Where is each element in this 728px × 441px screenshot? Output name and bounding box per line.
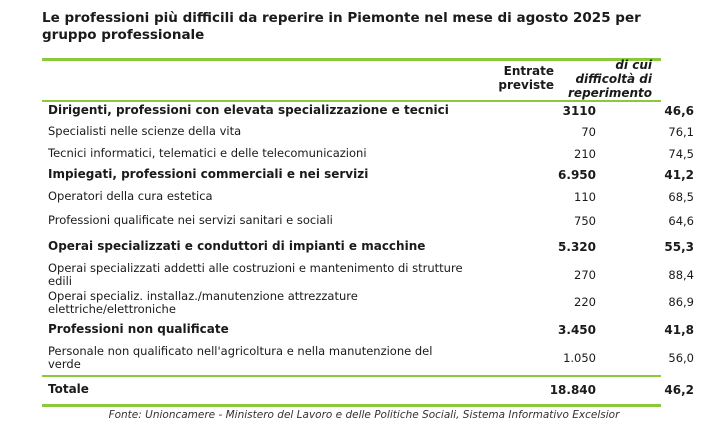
row-label: Personale non qualificato nell'agricoltu… bbox=[48, 344, 433, 371]
row-difficolta: 46,6 bbox=[664, 104, 694, 118]
table-row: Operai specializzati addetti alle costru… bbox=[42, 261, 694, 288]
row-difficolta: 55,3 bbox=[664, 240, 694, 254]
row-label: Professioni qualificate nei servizi sani… bbox=[48, 213, 333, 227]
row-label: Operai specializ. installaz./manutenzion… bbox=[48, 289, 358, 316]
total-entrate: 18.840 bbox=[549, 383, 596, 397]
total-rule bbox=[42, 375, 661, 377]
table-row: Impiegati, professioni commerciali e nei… bbox=[42, 167, 694, 183]
total-difficolta: 46,2 bbox=[664, 383, 694, 397]
row-entrate: 6.950 bbox=[558, 168, 596, 182]
row-difficolta: 41,2 bbox=[664, 168, 694, 182]
table-row: Dirigenti, professioni con elevata speci… bbox=[42, 103, 694, 119]
row-difficolta: 64,6 bbox=[668, 214, 694, 228]
row-label: Tecnici informatici, telematici e delle … bbox=[48, 146, 367, 160]
table-row: Professioni qualificate nei servizi sani… bbox=[42, 213, 694, 229]
row-entrate: 270 bbox=[574, 268, 596, 282]
row-label: Impiegati, professioni commerciali e nei… bbox=[48, 167, 369, 181]
source-note: Fonte: Unioncamere - Ministero del Lavor… bbox=[108, 409, 620, 421]
row-entrate: 210 bbox=[574, 147, 596, 161]
row-label: Operatori della cura estetica bbox=[48, 189, 213, 203]
row-entrate: 5.320 bbox=[558, 240, 596, 254]
row-difficolta: 41,8 bbox=[664, 323, 694, 337]
row-entrate: 3.450 bbox=[558, 323, 596, 337]
row-difficolta: 68,5 bbox=[668, 190, 694, 204]
row-entrate: 70 bbox=[581, 125, 596, 139]
table-row: Specialisti nelle scienze della vita 70 … bbox=[42, 124, 694, 140]
row-difficolta: 88,4 bbox=[668, 268, 694, 282]
table-row: Operai specializzati e conduttori di imp… bbox=[42, 239, 694, 255]
row-label: Professioni non qualificate bbox=[48, 322, 229, 336]
row-difficolta: 86,9 bbox=[668, 295, 694, 309]
total-label: Totale bbox=[48, 382, 89, 396]
column-header-entrate: Entrate previste bbox=[498, 64, 554, 92]
header-rule bbox=[42, 100, 661, 102]
table-title: Le professioni più difficili da reperire… bbox=[42, 10, 641, 43]
row-entrate: 110 bbox=[574, 190, 596, 204]
row-difficolta: 74,5 bbox=[668, 147, 694, 161]
table-row: Operatori della cura estetica 110 68,5 bbox=[42, 189, 694, 205]
top-rule bbox=[42, 58, 661, 61]
column-header-difficolta: di cui difficoltà di reperimento bbox=[568, 58, 652, 100]
table-row: Professioni non qualificate 3.450 41,8 bbox=[42, 322, 694, 338]
row-entrate: 750 bbox=[574, 214, 596, 228]
row-entrate: 3110 bbox=[562, 104, 596, 118]
row-label: Operai specializzati addetti alle costru… bbox=[48, 261, 463, 288]
total-row: Totale 18.840 46,2 bbox=[42, 382, 694, 398]
table-row: Operai specializ. installaz./manutenzion… bbox=[42, 289, 694, 316]
bottom-rule bbox=[42, 404, 661, 407]
row-difficolta: 76,1 bbox=[668, 125, 694, 139]
row-difficolta: 56,0 bbox=[668, 351, 694, 365]
row-entrate: 220 bbox=[574, 295, 596, 309]
row-label: Specialisti nelle scienze della vita bbox=[48, 124, 242, 138]
row-entrate: 1.050 bbox=[563, 351, 596, 365]
row-label: Operai specializzati e conduttori di imp… bbox=[48, 239, 426, 253]
table-row: Personale non qualificato nell'agricoltu… bbox=[42, 344, 694, 371]
table-row: Tecnici informatici, telematici e delle … bbox=[42, 146, 694, 162]
row-label: Dirigenti, professioni con elevata speci… bbox=[48, 103, 449, 117]
